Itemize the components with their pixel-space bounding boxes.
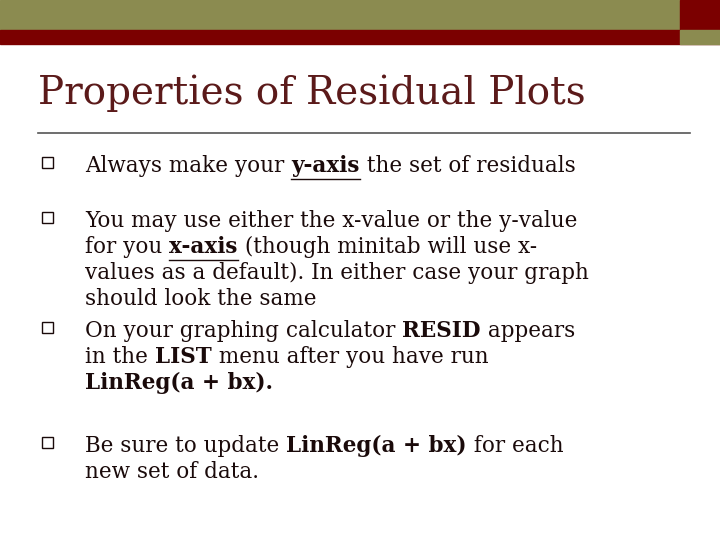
Text: Properties of Residual Plots: Properties of Residual Plots	[38, 75, 585, 112]
Text: On your graphing calculator: On your graphing calculator	[85, 320, 402, 342]
Text: the set of residuals: the set of residuals	[359, 155, 575, 177]
Text: y-axis: y-axis	[291, 155, 359, 177]
Text: RESID: RESID	[402, 320, 481, 342]
Text: appears: appears	[481, 320, 575, 342]
Text: in the: in the	[85, 346, 155, 368]
Text: (though minitab will use x-: (though minitab will use x-	[238, 236, 536, 258]
Text: Always make your: Always make your	[85, 155, 291, 177]
Text: LinReg(a + bx).: LinReg(a + bx).	[85, 372, 273, 394]
Text: for you: for you	[85, 236, 169, 258]
Text: You may use either the x-value or the y-value: You may use either the x-value or the y-…	[85, 210, 577, 232]
Text: LinReg(a + bx): LinReg(a + bx)	[286, 435, 467, 457]
Text: LIST: LIST	[155, 346, 212, 368]
Text: should look the same: should look the same	[85, 288, 317, 310]
Text: for each: for each	[467, 435, 563, 457]
Text: values as a default). In either case your graph: values as a default). In either case you…	[85, 262, 589, 284]
Text: Be sure to update: Be sure to update	[85, 435, 286, 457]
Text: new set of data.: new set of data.	[85, 461, 259, 483]
Text: menu after you have run: menu after you have run	[212, 346, 488, 368]
Text: x-axis: x-axis	[169, 236, 238, 258]
